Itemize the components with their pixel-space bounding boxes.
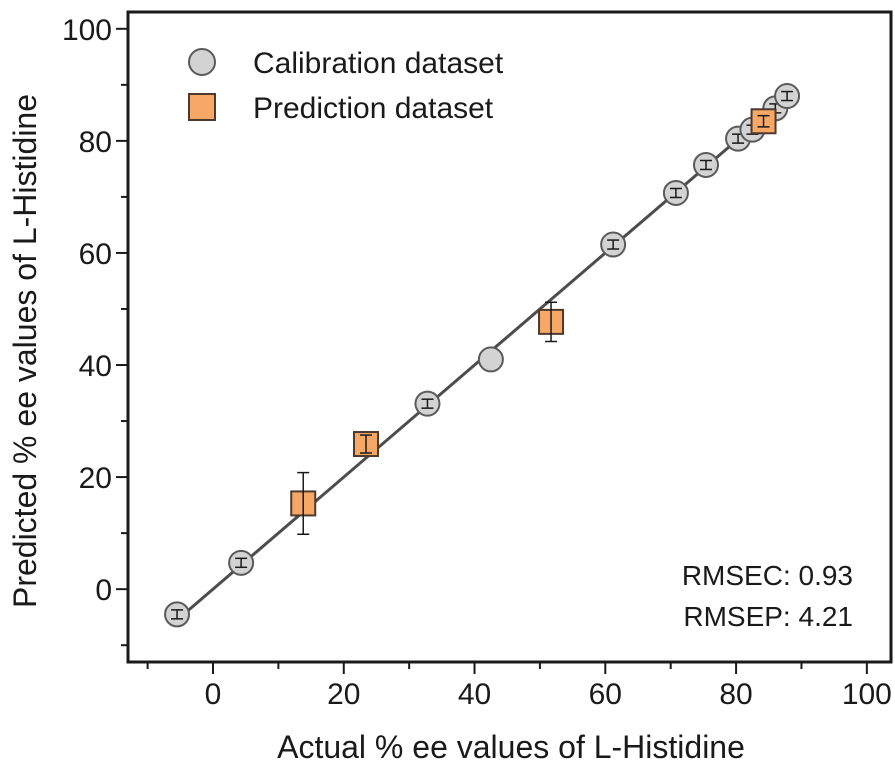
legend-marker-prediction — [188, 93, 216, 121]
axes: 0 20 40 60 80 100 0 20 40 60 80 100 — [62, 10, 893, 711]
y-tick-label: 80 — [79, 126, 112, 159]
y-tick-label: 20 — [79, 462, 112, 495]
x-tick-label: 0 — [205, 678, 222, 711]
series-prediction — [290, 108, 777, 535]
legend: Calibration dataset Prediction dataset — [188, 47, 504, 125]
rmsep-annotation: RMSEP: 4.21 — [683, 601, 853, 632]
x-tick-label: 100 — [842, 678, 892, 711]
x-tick-label: 40 — [458, 678, 491, 711]
x-tick-label: 80 — [719, 678, 752, 711]
x-axis-title: Actual % ee values of L-Histidine — [277, 729, 745, 765]
y-tick-label: 100 — [62, 14, 112, 47]
x-tick-label: 60 — [589, 678, 622, 711]
plot-frame — [126, 10, 893, 664]
legend-label-calibration: Calibration dataset — [253, 47, 504, 80]
y-tick-label: 40 — [79, 350, 112, 383]
legend-label-prediction: Prediction dataset — [253, 92, 494, 125]
series-calibration — [164, 83, 801, 628]
data-series — [164, 83, 801, 628]
calibration-point — [477, 346, 504, 373]
x-tick-label: 20 — [327, 678, 360, 711]
y-tick-label: 60 — [79, 238, 112, 271]
y-tick-label: 0 — [95, 574, 112, 607]
rmsec-annotation: RMSEC: 0.93 — [682, 560, 853, 591]
y-axis-title: Predicted % ee values of L-Histidine — [7, 94, 43, 608]
legend-marker-calibration — [188, 48, 216, 76]
